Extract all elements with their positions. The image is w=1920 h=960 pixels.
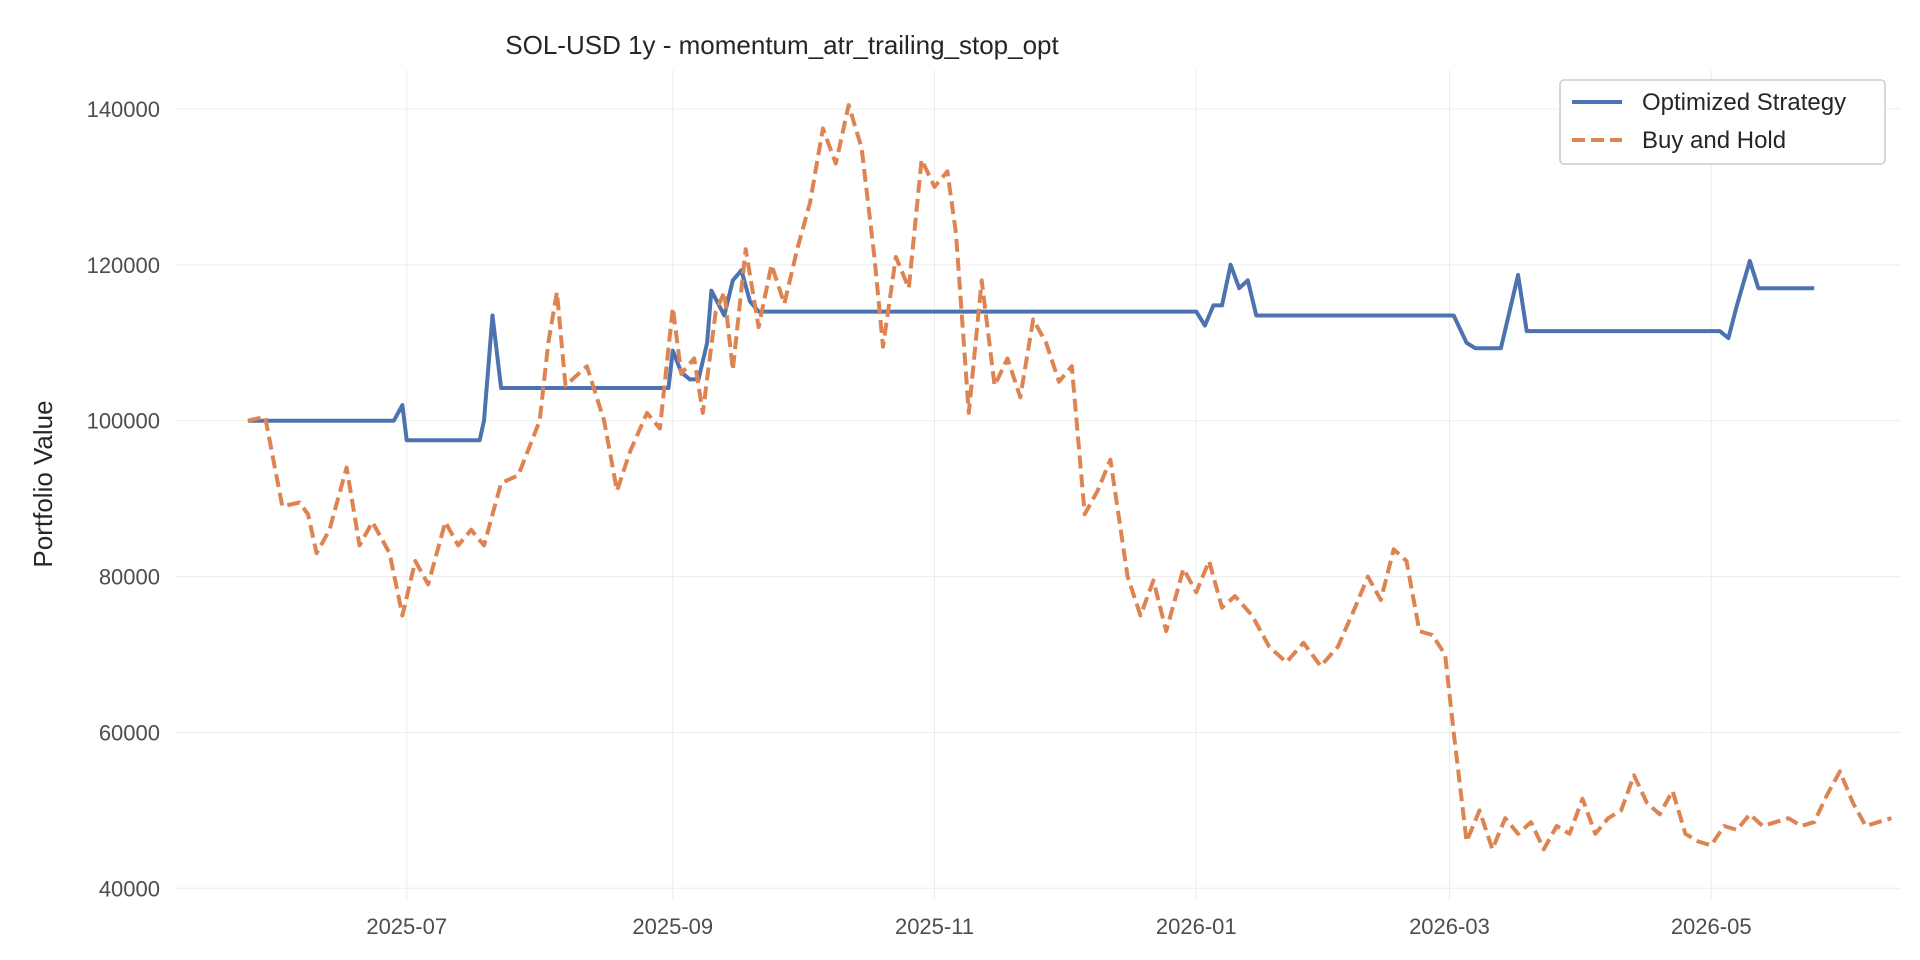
x-tick-label: 2025-09: [632, 914, 713, 939]
x-tick-label: 2026-01: [1156, 914, 1237, 939]
axis-ticks: 40000 60000 80000 100000 120000 140000 2025-07…: [87, 97, 1752, 939]
y-axis-label: Portfolio Value: [28, 400, 58, 567]
series-line-buy-and-hold: [247, 103, 1892, 852]
y-tick-label: 100000: [87, 409, 160, 434]
x-tick-label: 2026-03: [1409, 914, 1490, 939]
grid: [175, 70, 1900, 900]
x-tick-label: 2026-05: [1671, 914, 1752, 939]
y-tick-label: 120000: [87, 253, 160, 278]
y-tick-label: 80000: [99, 565, 160, 590]
y-tick-label: 60000: [99, 720, 160, 745]
y-tick-label: 140000: [87, 97, 160, 122]
x-tick-label: 2025-11: [895, 914, 974, 939]
series: [247, 103, 1892, 852]
legend-label-optimized-strategy: Optimized Strategy: [1642, 89, 1846, 116]
legend: Optimized Strategy Buy and Hold: [1559, 79, 1886, 165]
x-tick-label: 2025-07: [366, 914, 447, 939]
legend-box: [1559, 79, 1886, 165]
y-tick-label: 40000: [99, 876, 160, 901]
chart-title: SOL-USD 1y - momentum_atr_trailing_stop_…: [505, 30, 1059, 60]
legend-label-buy-and-hold: Buy and Hold: [1642, 127, 1786, 154]
